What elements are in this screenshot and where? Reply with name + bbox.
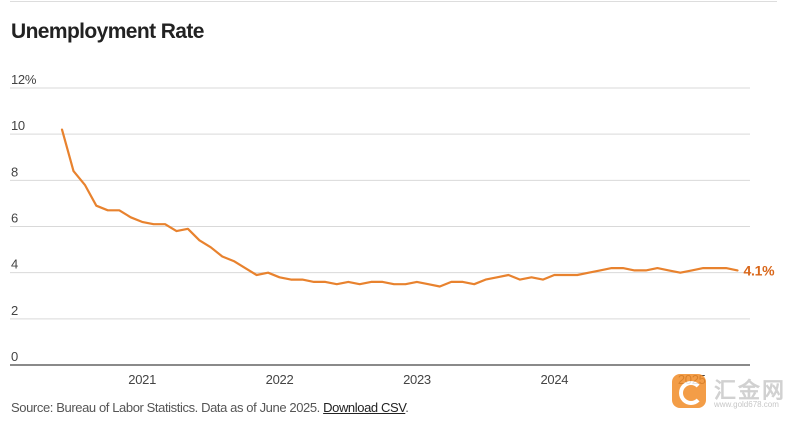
x-tick-label-2023: 2023 [403, 372, 431, 387]
series-line-0 [60, 128, 739, 288]
gold678-logo-icon [672, 374, 706, 408]
watermark: 汇金网 www.gold678.com [672, 372, 784, 412]
y-tick-label-2: 2 [11, 303, 18, 318]
chart-title: Unemployment Rate [11, 20, 204, 43]
y-axis-ticks: 0 2 4 6 8 10 12% [11, 72, 37, 364]
source-note: Source: Bureau of Labor Statistics. Data… [11, 400, 409, 415]
source-text: Source: Bureau of Labor Statistics. Data… [11, 400, 320, 415]
watermark-url: www.gold678.com [714, 400, 779, 409]
x-tick-label-2022: 2022 [266, 372, 294, 387]
grid-lines [10, 87, 750, 366]
watermark-brand: 汇金网 [714, 378, 787, 403]
y-tick-label-12: 12% [11, 72, 37, 87]
series-layer: 4.1% [60, 128, 776, 288]
source-trailing: . [405, 400, 409, 415]
y-tick-label-6: 6 [11, 211, 18, 226]
x-tick-label-2024: 2024 [540, 372, 568, 387]
y-tick-label-0: 0 [11, 349, 18, 364]
top-rule [10, 1, 777, 2]
y-tick-label-10: 10 [11, 118, 25, 133]
x-tick-label-2021: 2021 [128, 372, 156, 387]
y-tick-label-4: 4 [11, 257, 18, 272]
download-csv-link[interactable]: Download CSV [323, 400, 406, 415]
x-axis-ticks: 20212022202320242025 [128, 372, 706, 387]
y-tick-label-8: 8 [11, 164, 18, 179]
last-value-label: 4.1% [744, 262, 776, 278]
